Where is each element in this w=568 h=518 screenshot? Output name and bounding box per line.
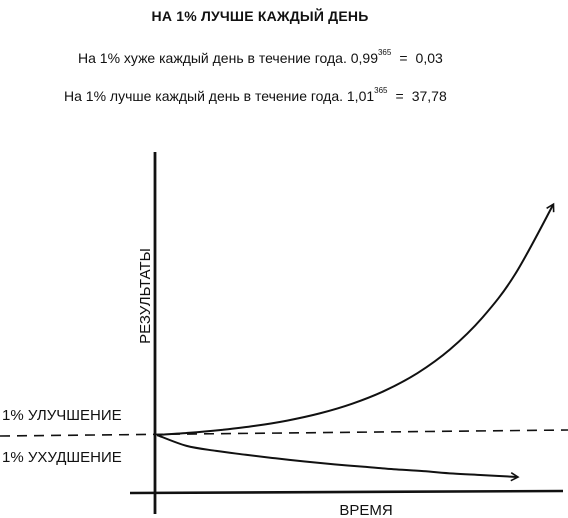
x-axis [129,489,564,495]
formula-worse-result: 0,03 [415,50,443,66]
page-title: НА 1% ЛУЧШЕ КАЖДЫЙ ДЕНЬ [151,8,369,24]
formula-worse-equals: = [399,50,408,66]
decline-label: 1% УХУДШЕНИЕ [2,449,122,466]
formula-worse: На 1% хуже каждый день в течение года. 0… [78,48,443,66]
baseline-dashed-line [0,429,568,437]
x-axis-label: ВРЕМЯ [339,502,392,518]
improvement-label: 1% УЛУЧШЕНИЕ [2,407,122,424]
improvement-line [156,202,555,436]
formula-better-text: На 1% лучше каждый день в течение года. … [64,88,375,104]
formula-better-result: 37,78 [411,88,447,104]
formula-worse-text: На 1% хуже каждый день в течение года. 0… [78,50,378,66]
formula-better: На 1% лучше каждый день в течение года. … [64,86,447,104]
decline-line [156,434,520,482]
formula-worse-exponent: 365 [377,48,392,58]
y-axis-label: РЕЗУЛЬТАТЫ [137,248,154,344]
formula-better-equals: = [395,88,404,104]
formula-better-exponent: 365 [374,86,388,96]
